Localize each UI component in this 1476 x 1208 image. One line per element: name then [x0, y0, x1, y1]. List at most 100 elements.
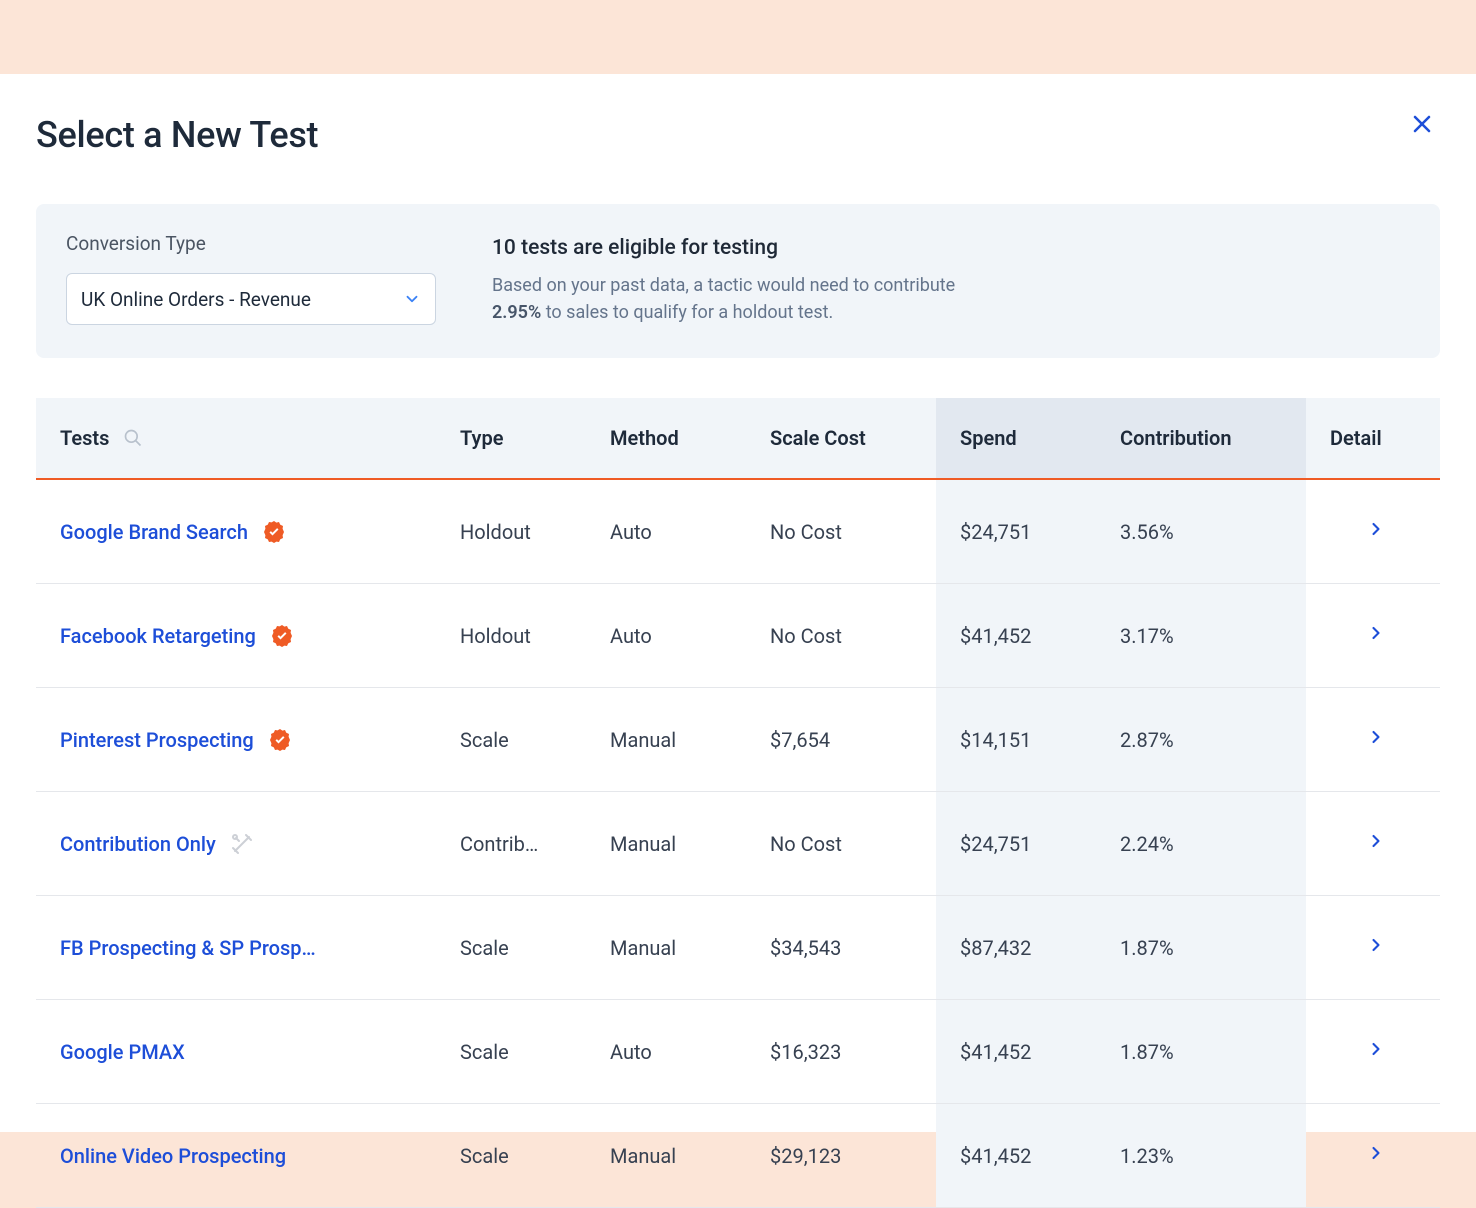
cell-tests: Online Video Prospecting	[36, 1144, 436, 1168]
cell-detail	[1306, 727, 1426, 752]
cell-type: Contrib…	[436, 832, 586, 856]
cell-detail	[1306, 935, 1426, 960]
conversion-type-select[interactable]: UK Online Orders - Revenue	[66, 273, 436, 325]
test-name-link[interactable]: Pinterest Prospecting	[60, 728, 254, 752]
eligible-block: 10 tests are eligible for testing Based …	[492, 232, 955, 326]
conversion-type-value: UK Online Orders - Revenue	[81, 288, 311, 311]
cell-scale-cost: No Cost	[746, 832, 936, 856]
table-row: FB Prospecting & SP Prosp…ScaleManual$34…	[36, 896, 1440, 1000]
cell-type: Holdout	[436, 624, 586, 648]
cell-type: Scale	[436, 1144, 586, 1168]
detail-button[interactable]	[1346, 1040, 1386, 1064]
test-name-link[interactable]: Online Video Prospecting	[60, 1144, 286, 1168]
detail-button[interactable]	[1346, 624, 1386, 648]
col-header-contribution[interactable]: Contribution	[1096, 398, 1306, 478]
cell-method: Auto	[586, 1040, 746, 1064]
chevron-right-icon	[1366, 1143, 1386, 1163]
table-row: Facebook Retargeting HoldoutAutoNo Cost$4…	[36, 584, 1440, 688]
search-icon[interactable]	[123, 428, 143, 448]
verified-badge-icon	[270, 624, 294, 648]
cell-spend: $24,751	[936, 480, 1096, 583]
cell-type: Scale	[436, 1040, 586, 1064]
cell-tests: Google Brand Search	[36, 520, 436, 544]
cell-contribution: 2.87%	[1096, 688, 1306, 791]
chevron-right-icon	[1366, 1039, 1386, 1059]
eligible-description: Based on your past data, a tactic would …	[492, 272, 955, 326]
cell-contribution: 3.17%	[1096, 584, 1306, 687]
tests-table: Tests Type Method Scale Cost Spend Contr…	[36, 398, 1440, 1208]
modal-header: Select a New Test	[36, 114, 1440, 156]
eligible-desc-part2: to sales to qualify for a holdout test.	[541, 302, 833, 323]
cell-tests: Pinterest Prospecting	[36, 728, 436, 752]
chevron-right-icon	[1366, 935, 1386, 955]
info-panel: Conversion Type UK Online Orders - Reven…	[36, 204, 1440, 358]
cell-method: Manual	[586, 832, 746, 856]
detail-button[interactable]	[1346, 1144, 1386, 1168]
col-header-scale-cost[interactable]: Scale Cost	[746, 426, 936, 450]
cell-spend: $41,452	[936, 584, 1096, 687]
close-icon	[1410, 112, 1434, 136]
close-button[interactable]	[1408, 110, 1436, 138]
cell-method: Auto	[586, 520, 746, 544]
test-name-link[interactable]: FB Prospecting & SP Prosp…	[60, 936, 316, 960]
cell-detail	[1306, 519, 1426, 544]
col-header-method[interactable]: Method	[586, 426, 746, 450]
cell-spend: $24,751	[936, 792, 1096, 895]
conversion-type-label: Conversion Type	[66, 232, 436, 255]
col-header-tests[interactable]: Tests	[36, 426, 436, 450]
cell-detail	[1306, 1039, 1426, 1064]
cell-scale-cost: No Cost	[746, 624, 936, 648]
select-test-modal: Select a New Test Conversion Type UK Onl…	[0, 74, 1476, 1132]
detail-button[interactable]	[1346, 520, 1386, 544]
table-body: Google Brand SearchHoldoutAutoNo Cost$24…	[36, 480, 1440, 1208]
test-name-link[interactable]: Contribution Only	[60, 832, 216, 856]
col-header-spend[interactable]: Spend	[936, 398, 1096, 478]
cell-spend: $87,432	[936, 896, 1096, 999]
cell-contribution: 1.23%	[1096, 1104, 1306, 1207]
detail-button[interactable]	[1346, 728, 1386, 752]
eligible-desc-part1: Based on your past data, a tactic would …	[492, 275, 955, 296]
cell-method: Auto	[586, 624, 746, 648]
table-row: Contribution Only Contrib…ManualNo Cost$2…	[36, 792, 1440, 896]
detail-button[interactable]	[1346, 936, 1386, 960]
cell-type: Scale	[436, 936, 586, 960]
cell-tests: FB Prospecting & SP Prosp…	[36, 936, 436, 960]
col-header-type[interactable]: Type	[436, 426, 586, 450]
cell-contribution: 1.87%	[1096, 1000, 1306, 1103]
cell-tests: Google PMAX	[36, 1040, 436, 1064]
detail-button[interactable]	[1346, 832, 1386, 856]
cell-spend: $14,151	[936, 688, 1096, 791]
cell-method: Manual	[586, 728, 746, 752]
conversion-type-block: Conversion Type UK Online Orders - Reven…	[66, 232, 436, 326]
cell-detail	[1306, 1143, 1426, 1168]
cell-method: Manual	[586, 1144, 746, 1168]
cell-scale-cost: $16,323	[746, 1040, 936, 1064]
table-row: Pinterest Prospecting ScaleManual$7,654$1…	[36, 688, 1440, 792]
table-row: Online Video Prospecting ScaleManual$29,1…	[36, 1104, 1440, 1208]
chevron-right-icon	[1366, 727, 1386, 747]
table-row: Google Brand SearchHoldoutAutoNo Cost$24…	[36, 480, 1440, 584]
cell-scale-cost: $34,543	[746, 936, 936, 960]
cell-type: Holdout	[436, 520, 586, 544]
cell-tests: Contribution Only	[36, 832, 436, 856]
chevron-right-icon	[1366, 519, 1386, 539]
cell-scale-cost: $7,654	[746, 728, 936, 752]
test-name-link[interactable]: Facebook Retargeting	[60, 624, 256, 648]
cell-type: Scale	[436, 728, 586, 752]
cell-contribution: 2.24%	[1096, 792, 1306, 895]
chevron-right-icon	[1366, 831, 1386, 851]
eligible-pct: 2.95%	[492, 302, 541, 323]
cell-detail	[1306, 831, 1426, 856]
col-header-tests-label: Tests	[60, 426, 109, 450]
test-name-link[interactable]: Google PMAX	[60, 1040, 185, 1064]
verified-badge-icon	[262, 520, 286, 544]
chevron-down-icon	[403, 290, 421, 308]
table-header-row: Tests Type Method Scale Cost Spend Contr…	[36, 398, 1440, 480]
test-name-link[interactable]: Google Brand Search	[60, 520, 248, 544]
tools-icon	[230, 832, 254, 856]
cell-scale-cost: $29,123	[746, 1144, 936, 1168]
table-row: Google PMAXScaleAuto$16,323$41,4521.87%	[36, 1000, 1440, 1104]
eligible-title: 10 tests are eligible for testing	[492, 236, 955, 260]
cell-tests: Facebook Retargeting	[36, 624, 436, 648]
page-title: Select a New Test	[36, 114, 318, 156]
